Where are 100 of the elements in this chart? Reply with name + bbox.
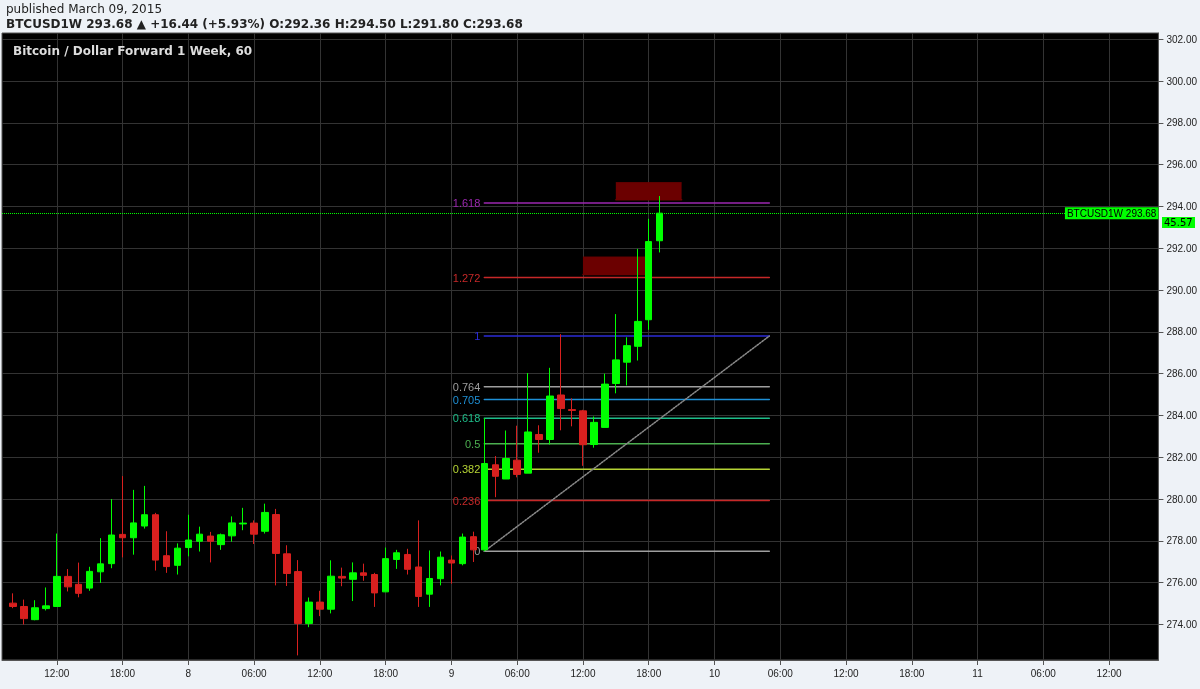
y-tick-label: 280.00 [1166,493,1198,505]
candlestick [239,507,247,531]
candlestick [513,425,521,478]
candlestick [524,372,532,474]
candlestick [196,526,203,553]
candlestick [75,562,82,598]
x-tick-label: 06:00 [504,667,531,679]
candlestick [623,336,631,386]
candlestick [590,416,598,449]
y-tick-label: 284.00 [1166,409,1198,421]
candlestick [327,559,335,614]
candlestick [634,248,642,361]
y-tick-label: 282.00 [1166,451,1198,463]
candlestick [130,489,137,556]
series-label: 0.236 [452,494,481,507]
candlestick [316,590,324,617]
candlestick [645,218,652,331]
candlestick [426,549,433,608]
y-tick-label: 274.00 [1166,618,1198,630]
x-tick-label: 06:00 [767,667,794,679]
chart-subtitle: published March 09, 2015 [6,2,163,17]
series-label: 1.618 [452,196,481,209]
x-tick-label: 11 [972,667,984,679]
candlestick [64,568,72,592]
x-tick-label: 10 [708,667,721,679]
y-tick-label: 276.00 [1166,577,1198,589]
candlestick [338,567,346,587]
candlestick [502,430,510,480]
candlestick [360,563,367,582]
series-label: 0.618 [452,412,481,425]
candlestick [250,519,258,545]
y-tick-label: 286.00 [1166,368,1198,380]
series-label: 0.382 [452,463,481,476]
candlestick [601,373,609,428]
candlestick [108,498,115,569]
candlestick [163,530,170,574]
candlestick [448,555,455,585]
x-tick-label: 8 [185,667,192,679]
candlestick [217,533,225,551]
ref-line-label: BTCUSD1W 293.68 [1066,207,1157,219]
series-label: 1.272 [452,271,481,284]
y-tick-label: 296.00 [1166,159,1198,171]
x-tick-label: 18:00 [110,667,136,679]
candlestick [185,514,192,557]
series-label: 0.705 [452,393,481,406]
candlestick [9,592,17,609]
candlestick [141,485,148,530]
x-tick-label: 06:00 [1030,667,1057,679]
text: BTCUSD1W 293.68 ▲ +16.44 (+5.93%) O:292.36 H:294.50 L:291.80 C:293.68 [6,17,523,32]
candlestick [459,533,466,566]
candlestick [579,409,587,467]
x-tick-label: 18:00 [899,667,925,679]
x-tick-label: 9 [448,667,455,679]
candlestick [53,533,61,607]
candlestick [371,572,378,608]
y-tick-label: 300.00 [1166,75,1198,87]
x-tick-label: 12:00 [570,667,596,679]
candlestick [612,313,620,394]
candlestick [535,424,543,454]
x-tick-label: 12:00 [833,667,859,679]
x-tick-label: 06:00 [241,667,268,679]
candlestick [546,367,554,446]
y-tick-label: 294.00 [1166,200,1198,212]
x-tick-label: 12:00 [44,667,70,679]
series-label: 0.764 [452,380,481,393]
y-tick-label: 290.00 [1166,284,1198,296]
candlestick [404,548,411,576]
candlestick [492,455,499,498]
series-label: 1 [474,330,481,343]
candlestick [481,417,488,552]
text: Bitcoin / Dollar Forward 1 Week, 60 [13,44,253,58]
candlestick [42,586,50,611]
y-tick-label: 288.00 [1166,326,1198,338]
candlestick [119,475,126,558]
text: 45.57 [1162,217,1195,228]
candlestick [283,544,291,587]
candlestick [557,333,565,431]
candlestick [228,515,236,543]
candlestick [415,519,422,608]
candlestick [207,531,214,563]
candlestick [272,508,280,586]
x-tick-label: 18:00 [636,667,662,679]
candlestick [305,597,313,628]
y-tick-label: 292.00 [1166,242,1198,254]
x-tick-label: 12:00 [307,667,333,679]
candlestick [152,512,159,572]
candlestick [568,397,576,427]
y-tick-label: 278.00 [1166,535,1198,547]
candlestick [174,542,181,576]
y-tick-label: 302.00 [1166,33,1198,45]
candlestick [294,559,302,656]
x-tick-label: 12:00 [1096,667,1123,679]
y-tick-label: 298.00 [1166,117,1198,129]
candlestick [393,549,400,570]
candlestick [261,503,269,535]
x-tick-label: 18:00 [373,667,399,679]
candlestick [97,537,104,584]
candlestick [86,566,93,592]
candlestick [349,561,357,602]
series-label: 0.5 [465,437,481,450]
